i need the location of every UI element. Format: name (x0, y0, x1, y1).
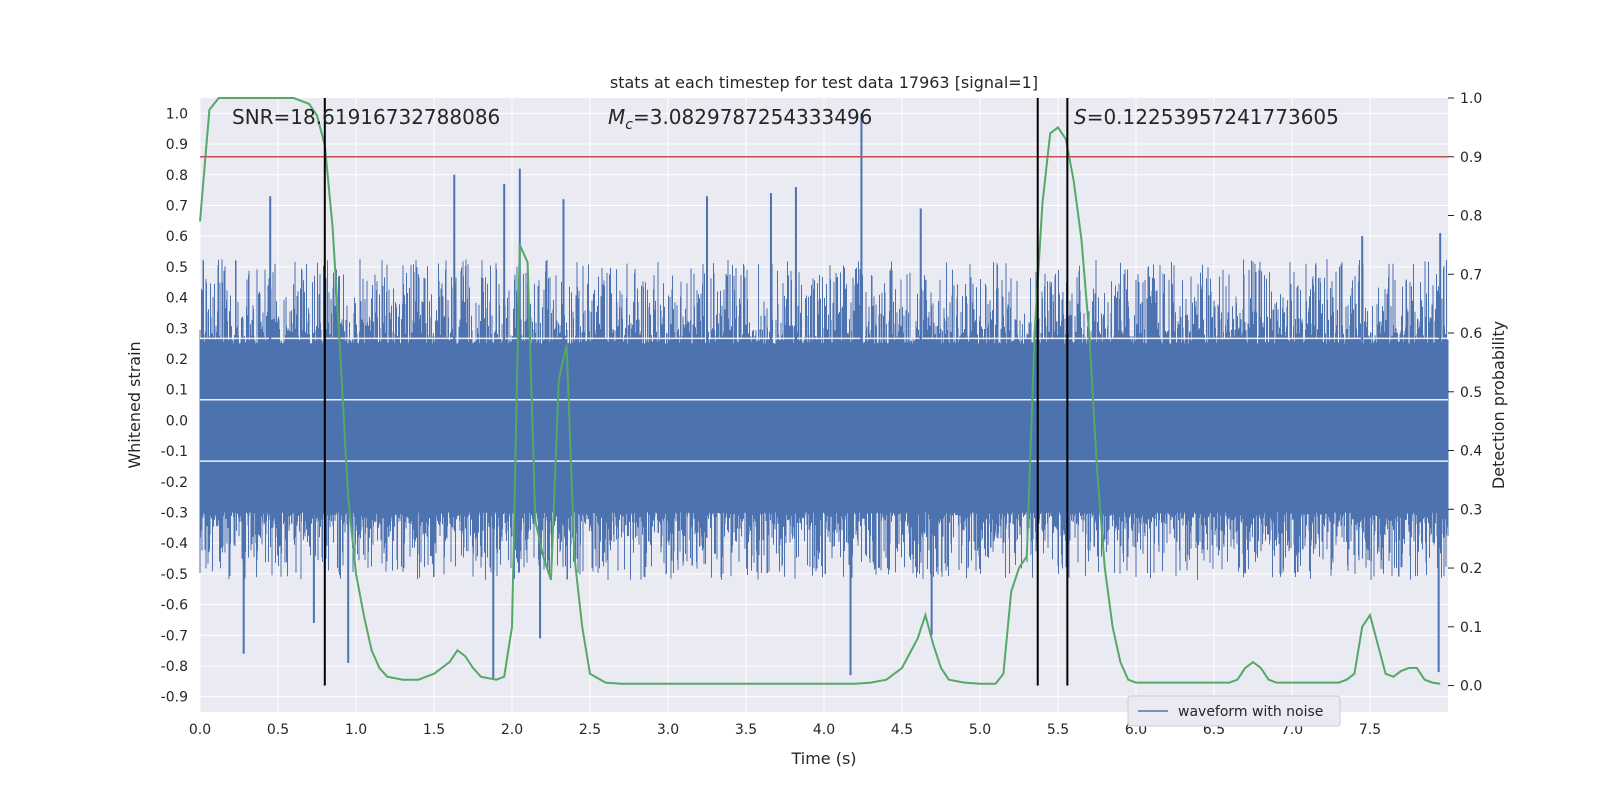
x-tick-label: 5.5 (1047, 722, 1069, 738)
x-tick-label: 7.5 (1359, 722, 1381, 738)
chirp-mass-symbol: M (608, 105, 625, 129)
y-left-tick-label: 0.6 (166, 229, 188, 245)
y-left-tick-label: -0.5 (161, 567, 188, 583)
y-right-tick-label: 1.0 (1460, 91, 1482, 107)
y-left-tick-label: 0.9 (166, 137, 188, 153)
s-symbol: S (1074, 105, 1087, 129)
y-right-tick-label: 0.8 (1460, 209, 1482, 225)
y-right-tick-label: 0.0 (1460, 679, 1482, 695)
probability-series (199, 97, 1441, 685)
y-right-tick-label: 0.4 (1460, 444, 1482, 460)
y-left-tick-label: 0.8 (166, 168, 188, 184)
y-axis-left-label: Whitened strain (125, 341, 144, 468)
waveform-core-band (200, 343, 1448, 513)
y-right-tick-label: 0.5 (1460, 385, 1482, 401)
y-left-tick-label: 0.3 (166, 321, 188, 337)
y-left-tick-label: 0.5 (166, 260, 188, 276)
y-left-tick-label: -0.6 (161, 598, 188, 614)
y-left-tick-label: 0.2 (166, 352, 188, 368)
y-right-tick-label: 0.7 (1460, 267, 1482, 283)
left-axis-ticks: 1.0 0.9 0.8 0.7 0.6 0.5 0.4 0.3 0.2 0.1 0.0 -0.1 -0.… (161, 106, 188, 705)
legend-label: waveform with noise (1178, 704, 1323, 720)
y-left-tick-label: 0.0 (166, 413, 188, 429)
x-tick-label: 0.0 (189, 722, 211, 738)
y-left-tick-label: 1.0 (166, 106, 188, 122)
legend-box (1127, 695, 1341, 727)
y-left-tick-label: -0.2 (161, 475, 188, 491)
x-tick-label: 3.0 (657, 722, 679, 738)
y-axis-right-label: Detection probability (1489, 321, 1508, 489)
y-left-tick-label: -0.7 (161, 628, 188, 644)
snr-annotation: SNR=18.61916732788086 (232, 105, 500, 129)
y-right-tick-label: 0.9 (1460, 150, 1482, 166)
legend: waveform with noise (1127, 695, 1341, 727)
x-tick-label: 2.5 (579, 722, 601, 738)
chirp-mass-annotation: Mc=3.0829787254333496 (608, 105, 872, 133)
plot-content (199, 97, 1449, 686)
x-tick-label: 5.0 (969, 722, 991, 738)
x-tick-label: 1.5 (423, 722, 445, 738)
s-annotation: S=0.12253957241773605 (1074, 105, 1339, 129)
right-axis-ticks: 1.0 0.9 0.8 0.7 0.6 0.5 0.4 0.3 0.2 0.1 0.0 (1448, 91, 1482, 695)
vertical-markers (323, 98, 1069, 686)
x-tick-label: 2.0 (501, 722, 523, 738)
x-tick-label: 0.5 (267, 722, 289, 738)
chirp-mass-value: =3.0829787254333496 (633, 105, 872, 129)
y-left-tick-label: -0.1 (161, 444, 188, 460)
x-tick-label: 4.5 (891, 722, 913, 738)
y-left-tick-label: -0.8 (161, 659, 188, 675)
y-left-tick-label: 0.1 (166, 383, 188, 399)
y-right-tick-label: 0.2 (1460, 561, 1482, 577)
s-value: =0.12253957241773605 (1087, 105, 1339, 129)
y-left-tick-label: -0.3 (161, 505, 188, 521)
waveform-series (199, 113, 1449, 679)
chart-title: stats at each timestep for test data 179… (610, 73, 1038, 92)
y-left-tick-label: -0.9 (161, 690, 188, 706)
y-left-tick-label: 0.4 (166, 291, 188, 307)
x-axis-label: Time (s) (790, 749, 856, 768)
y-left-tick-label: 0.7 (166, 198, 188, 214)
x-tick-label: 1.0 (345, 722, 367, 738)
y-left-tick-label: -0.4 (161, 536, 188, 552)
probability-line (199, 97, 1441, 685)
y-right-tick-label: 0.1 (1460, 620, 1482, 636)
y-right-tick-label: 0.3 (1460, 502, 1482, 518)
y-right-tick-label: 0.6 (1460, 326, 1482, 342)
chirp-mass-subscript: c (625, 117, 633, 133)
x-tick-label: 4.0 (813, 722, 835, 738)
x-tick-label: 3.5 (735, 722, 757, 738)
